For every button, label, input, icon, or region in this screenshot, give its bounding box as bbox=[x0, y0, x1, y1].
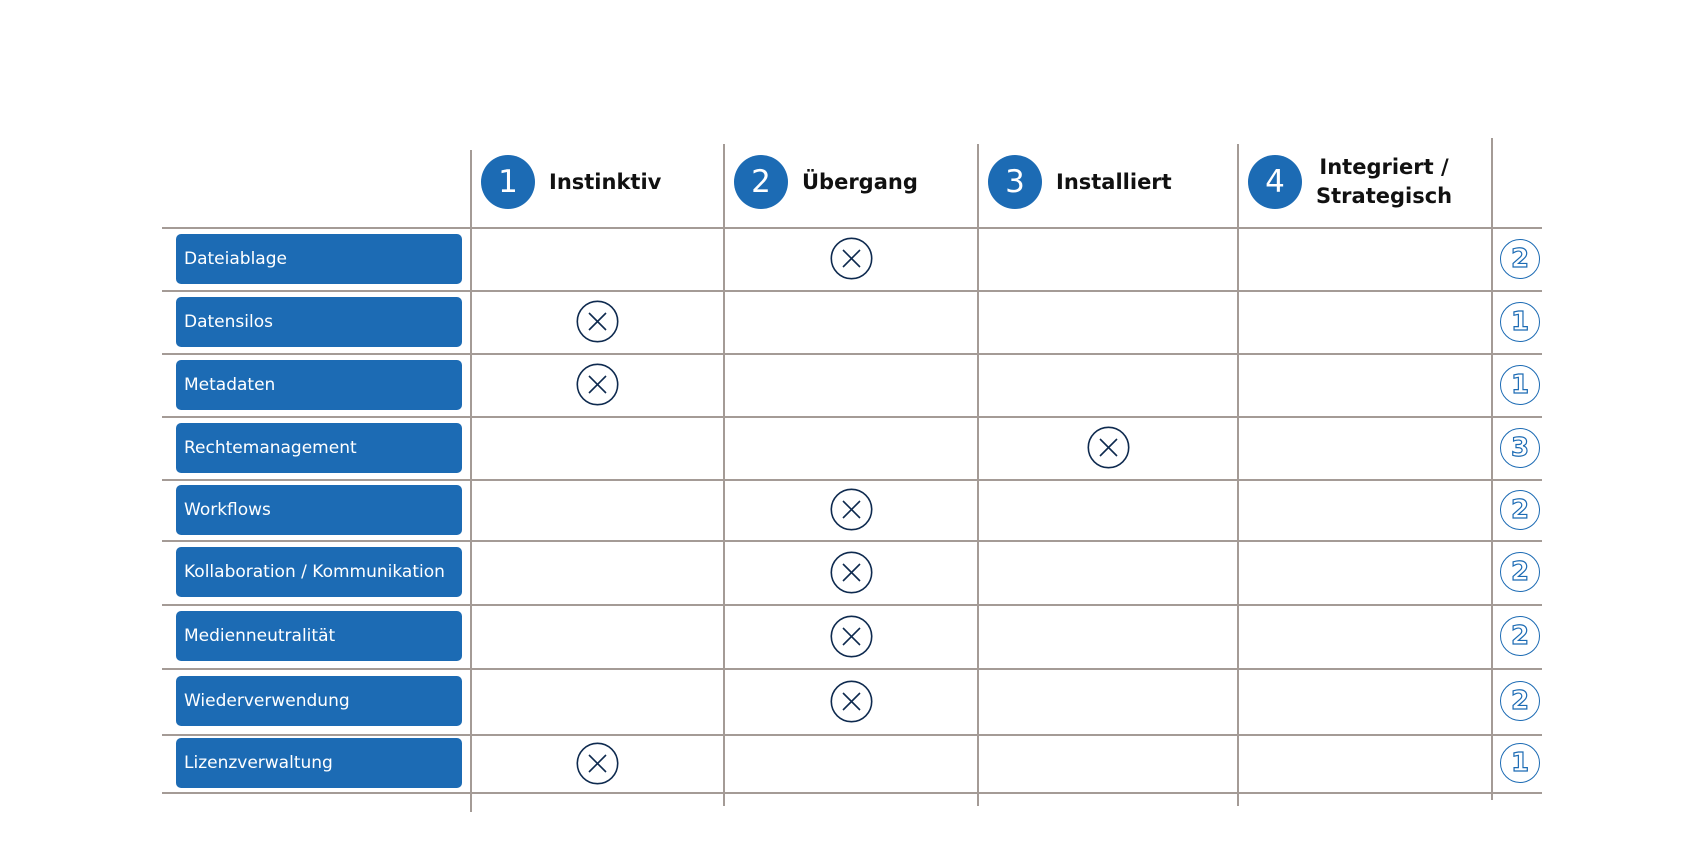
grid-line-horizontal bbox=[162, 668, 1542, 670]
grid-line-horizontal bbox=[162, 416, 1542, 418]
grid-line-vertical bbox=[723, 144, 725, 806]
grid-line-horizontal bbox=[162, 353, 1542, 355]
circled-x-icon bbox=[576, 300, 619, 343]
stage-number-badge: 1 bbox=[481, 155, 535, 209]
circled-x-icon bbox=[829, 237, 873, 280]
grid-line-horizontal bbox=[162, 290, 1542, 292]
stage-label: Installiert bbox=[1056, 169, 1172, 194]
category-label-8: Wiederverwendung bbox=[176, 676, 462, 726]
circled-x-icon bbox=[829, 550, 873, 594]
circled-x-icon bbox=[576, 363, 619, 406]
circled-x-icon bbox=[829, 488, 873, 531]
grid-line-vertical bbox=[1491, 138, 1493, 800]
stage-label: Übergang bbox=[802, 169, 918, 194]
category-label-4: Rechtemanagement bbox=[176, 422, 462, 473]
category-label-5: Workflows bbox=[176, 484, 462, 535]
stage-header-3: 3 Installiert bbox=[988, 142, 1232, 222]
stage-header-2: 2 Übergang bbox=[734, 142, 972, 222]
score-badge-9: 1 bbox=[1500, 743, 1540, 783]
circled-x-icon bbox=[829, 679, 873, 723]
stage-header-4: 4 Integriert / Strategisch bbox=[1248, 142, 1486, 222]
grid-line-vertical bbox=[470, 150, 472, 812]
stage-label: Integriert / Strategisch bbox=[1316, 155, 1453, 208]
grid-line-horizontal bbox=[162, 227, 1542, 229]
grid-line-horizontal bbox=[162, 792, 1542, 794]
circled-x-icon bbox=[829, 614, 873, 658]
score-badge-7: 2 bbox=[1500, 616, 1540, 656]
score-badge-1: 2 bbox=[1500, 238, 1540, 279]
grid-line-vertical bbox=[1237, 144, 1239, 806]
category-label-6: Kollaboration / Kommunikation bbox=[176, 547, 462, 597]
grid-line-horizontal bbox=[162, 540, 1542, 542]
score-badge-5: 2 bbox=[1500, 489, 1540, 530]
grid-line-horizontal bbox=[162, 734, 1542, 736]
score-badge-3: 1 bbox=[1500, 364, 1540, 405]
circled-x-icon bbox=[1086, 426, 1130, 469]
category-label-2: Datensilos bbox=[176, 296, 462, 347]
stage-number-badge: 3 bbox=[988, 155, 1042, 209]
circled-x-icon bbox=[576, 741, 619, 785]
stage-label: Instinktiv bbox=[549, 169, 662, 194]
grid-line-vertical bbox=[977, 144, 979, 806]
stage-number-badge: 2 bbox=[734, 155, 788, 209]
score-badge-6: 2 bbox=[1500, 552, 1540, 592]
grid-line-horizontal bbox=[162, 479, 1542, 481]
category-label-3: Metadaten bbox=[176, 359, 462, 410]
score-badge-8: 2 bbox=[1500, 681, 1540, 721]
score-badge-2: 1 bbox=[1500, 301, 1540, 342]
category-label-9: Lizenzverwaltung bbox=[176, 738, 462, 788]
score-badge-4: 3 bbox=[1500, 427, 1540, 468]
stage-number-badge: 4 bbox=[1248, 155, 1302, 209]
stage-header-1: 1 Instinktiv bbox=[481, 142, 718, 222]
category-label-1: Dateiablage bbox=[176, 233, 462, 284]
category-label-7: Medienneutralität bbox=[176, 611, 462, 661]
grid-line-horizontal bbox=[162, 604, 1542, 606]
